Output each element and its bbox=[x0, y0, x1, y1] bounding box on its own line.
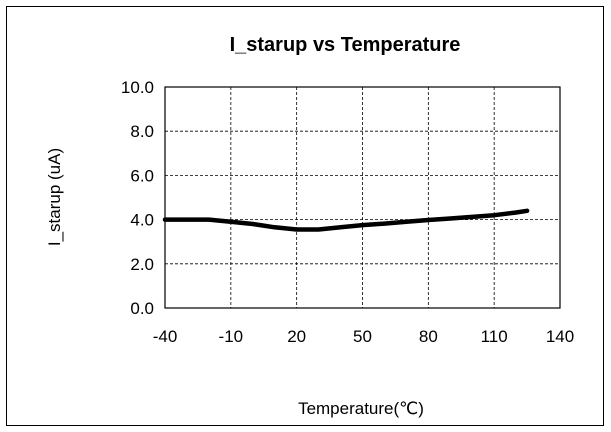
x-tick-label: -40 bbox=[153, 327, 178, 346]
x-tick-label: 110 bbox=[481, 327, 508, 346]
x-tick-label: 20 bbox=[287, 327, 306, 346]
x-tick-label: 80 bbox=[419, 327, 438, 346]
y-tick-label: 0.0 bbox=[130, 299, 154, 318]
plot-area-border bbox=[164, 86, 561, 309]
y-axis-ticks: 0.0 2.0 4.0 6.0 8.0 10.0 bbox=[121, 78, 154, 318]
x-axis-ticks: -40 -10 20 50 80 110 140 bbox=[153, 327, 574, 346]
y-tick-label: 4.0 bbox=[130, 211, 154, 230]
y-tick-label: 2.0 bbox=[130, 255, 154, 274]
grid-lines bbox=[165, 87, 560, 308]
chart-title: I_starup vs Temperature bbox=[230, 34, 461, 56]
x-tick-label: 50 bbox=[353, 327, 372, 346]
x-tick-label: -10 bbox=[219, 327, 244, 346]
y-tick-label: 8.0 bbox=[130, 122, 154, 141]
y-tick-label: 10.0 bbox=[121, 78, 154, 97]
x-tick-label: 140 bbox=[546, 327, 574, 346]
y-tick-label: 6.0 bbox=[130, 166, 154, 185]
series-line bbox=[162, 208, 530, 232]
x-axis-label: Temperature(℃) bbox=[298, 399, 424, 418]
y-axis-label: I_starup (uA) bbox=[45, 148, 64, 246]
